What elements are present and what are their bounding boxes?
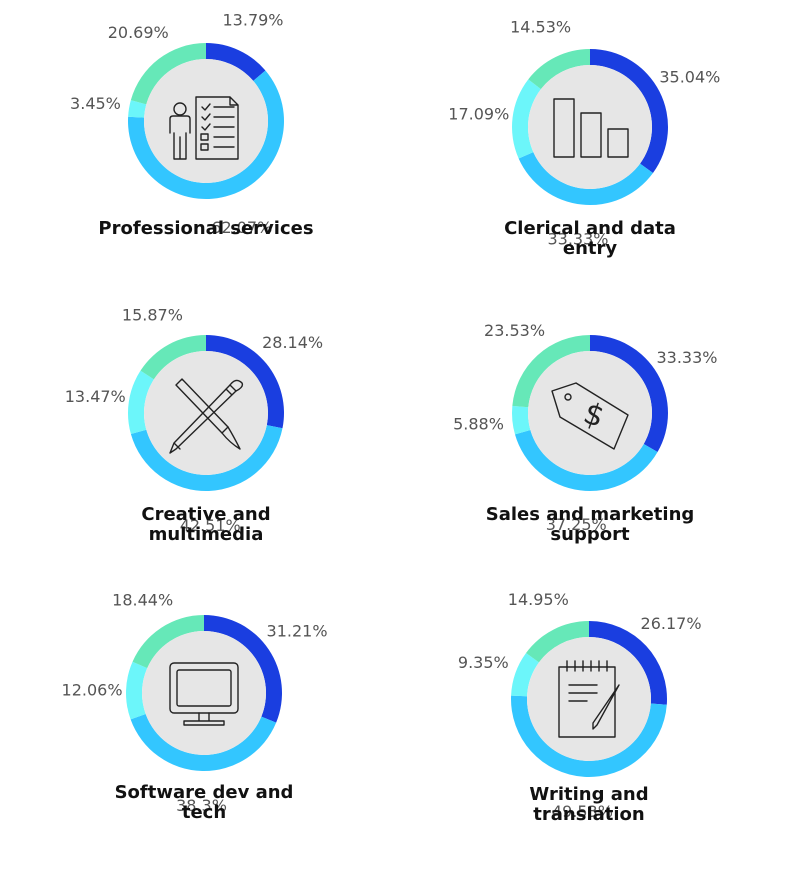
data-label: 31.21% — [267, 622, 328, 641]
donut-center — [528, 351, 652, 475]
donut-segment — [130, 425, 283, 491]
chart-title: Creative and — [141, 504, 270, 525]
donut-segment — [126, 661, 148, 720]
data-label: 35.04% — [659, 67, 720, 86]
donut-segment — [206, 43, 266, 81]
data-label: 20.69% — [108, 23, 169, 42]
data-label: 33.33% — [656, 348, 717, 367]
donut-segment — [512, 405, 531, 435]
chart-title: Sales and marketing — [486, 504, 695, 525]
donut-segment — [128, 70, 284, 200]
donut-chart-1: 13.79% 62.07% 3.45% 20.69% Professional serv… — [70, 10, 314, 239]
donut-chart-2: 35.04% 33.33% 17.09% 14.53% Clerical and dat… — [448, 17, 720, 259]
donut-segment — [518, 152, 653, 206]
data-label: 5.88% — [453, 414, 504, 433]
data-label: 49.53% — [552, 802, 613, 821]
donut-segment — [511, 695, 667, 777]
donut-segment — [526, 621, 589, 663]
data-label: 13.79% — [223, 10, 284, 29]
chart-title: Clerical and data — [504, 218, 676, 239]
data-label: 38.3% — [176, 796, 227, 815]
professional-checklist-icon — [169, 96, 239, 160]
data-label: 28.14% — [262, 333, 323, 352]
donut-segment — [132, 615, 204, 669]
donut-segment — [514, 429, 658, 491]
donut-segment — [511, 79, 541, 159]
donut-segment — [128, 100, 147, 118]
data-label: 26.17% — [641, 614, 702, 633]
pencil-brush-icon — [169, 378, 244, 454]
chart-title: multimedia — [149, 524, 264, 545]
donut-chart-3: 28.14% 42.51% 13.47% 15.87% Creative andmult… — [65, 306, 323, 545]
data-label: 13.47% — [65, 387, 126, 406]
data-label: 42.51% — [180, 516, 241, 535]
donut-chart-5: 31.21% 38.3% 12.06% 18.44% Software dev andt… — [62, 590, 328, 823]
chart-title: tech — [182, 802, 226, 823]
donut-chart-6: 26.17% 49.53% 9.35% 14.95% Writing andtransl… — [458, 590, 702, 825]
data-label: 18.44% — [112, 590, 173, 609]
data-label: 3.45% — [70, 94, 121, 113]
donut-segment — [528, 49, 590, 90]
donut-segment — [140, 335, 206, 380]
data-label: 14.53% — [510, 17, 571, 36]
donut-segment — [511, 652, 539, 697]
notepad-pen-icon — [558, 660, 620, 738]
chart-title: Professional services — [98, 218, 313, 239]
bar-chart-icon — [553, 98, 629, 158]
donut-center — [142, 631, 266, 755]
data-label: 12.06% — [62, 680, 123, 699]
computer-monitor-icon — [169, 662, 239, 726]
donut-segment — [512, 335, 590, 408]
donut-segment — [128, 370, 154, 435]
chart-title: translation — [533, 804, 644, 825]
data-label: 37.25% — [546, 515, 607, 534]
donut-center — [144, 59, 268, 183]
donut-center — [144, 351, 268, 475]
donut-chart-4: 33.33%37.25%5.88%23.53%$Sales and market… — [453, 321, 717, 545]
data-label: 14.95% — [508, 590, 569, 609]
data-label: 62.07% — [211, 218, 272, 237]
chart-title: Software dev and — [115, 782, 294, 803]
donut-segment — [204, 615, 282, 723]
data-label: 15.87% — [122, 306, 183, 325]
data-label: 23.53% — [484, 321, 545, 340]
donut-segment — [590, 335, 668, 452]
chart-title: entry — [563, 238, 618, 259]
donut-center — [528, 65, 652, 189]
donut-segment — [590, 49, 669, 174]
donut-segment — [130, 713, 277, 772]
donut-segment — [130, 43, 206, 105]
donut-segment — [206, 335, 284, 429]
donut-segment — [589, 621, 667, 705]
chart-title: support — [550, 524, 630, 545]
data-label: 33.33% — [547, 229, 608, 248]
data-label: 17.09% — [448, 105, 509, 124]
donut-center — [527, 637, 651, 761]
chart-title: Writing and — [529, 784, 648, 805]
data-label: 9.35% — [458, 653, 509, 672]
